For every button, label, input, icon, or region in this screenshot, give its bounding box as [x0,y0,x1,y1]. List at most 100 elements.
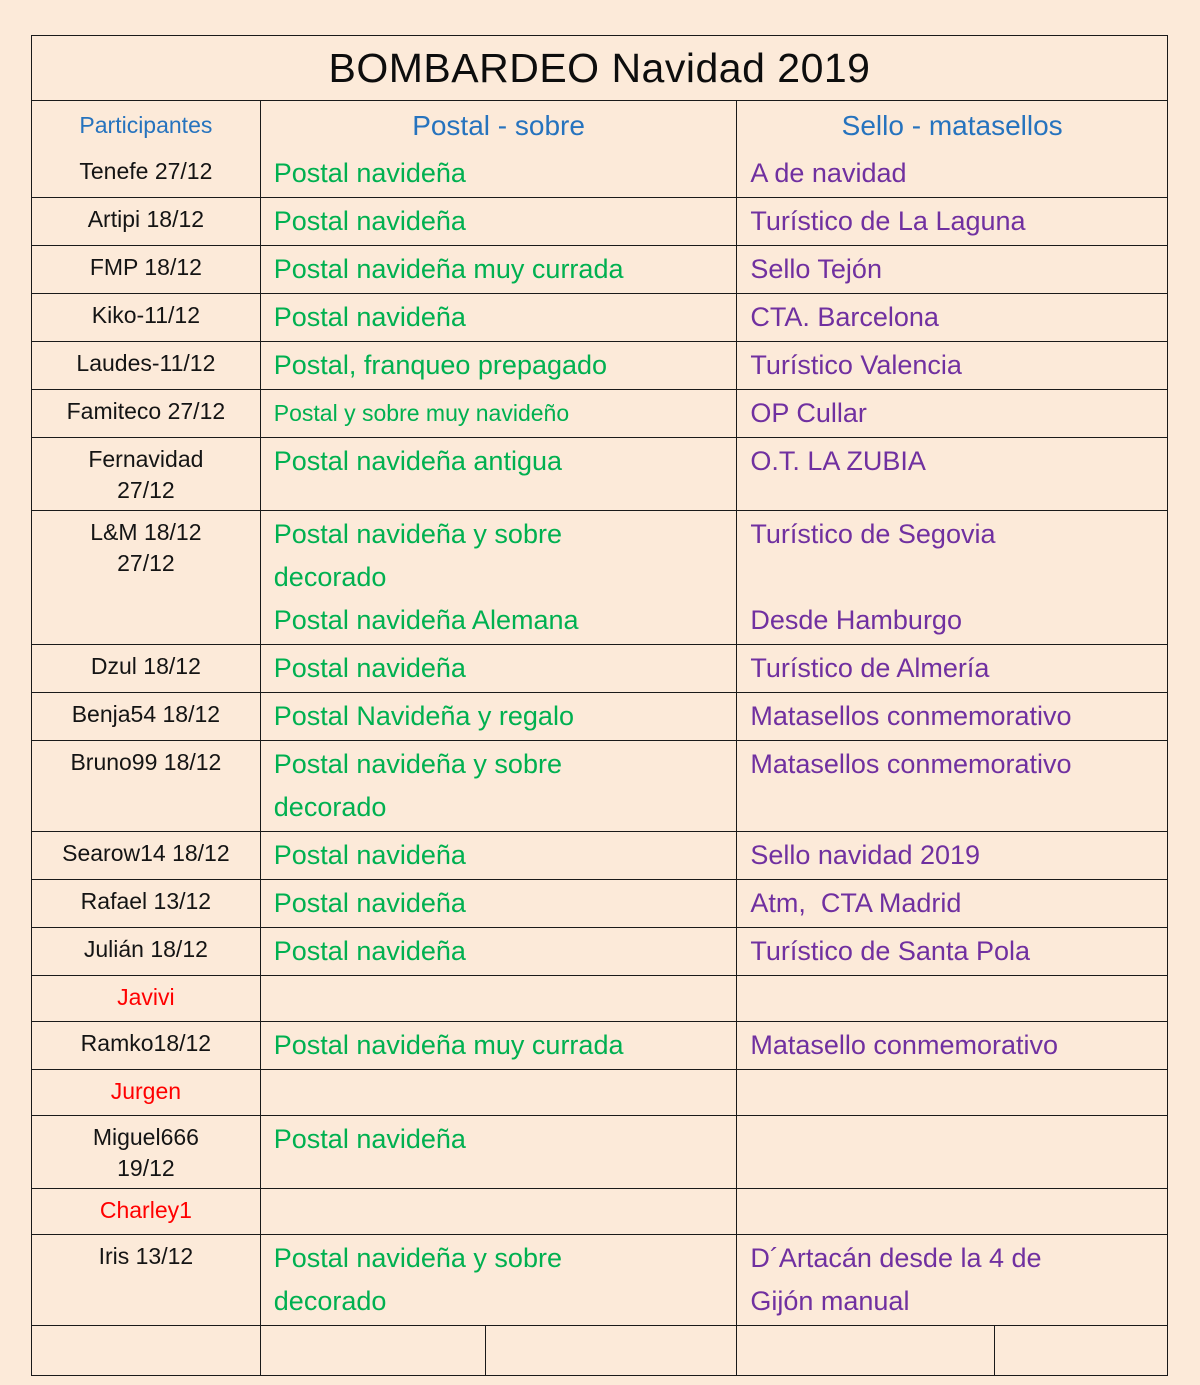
sello-cell: Turístico Valencia [736,342,1167,389]
participant-name-line: Tenefe 27/12 [36,156,256,187]
participant-name-line: 27/12 [36,548,256,579]
table-row: Searow14 18/12 Postal navideña Sello nav… [32,831,1167,879]
postal-text-line: Postal Navideña y regalo [274,695,672,738]
table-row: Dzul 18/12 Postal navideña Turístico de … [32,644,1167,692]
participant-cell: Famiteco 27/12 [32,390,260,437]
postal-cell: Postal y sobre muy navideño [260,390,737,437]
sello-cell: Turístico de Almería [736,645,1167,692]
sello-text-line: Sello navidad 2019 [750,834,1102,877]
sello-text-line: CTA. Barcelona [750,296,1102,339]
sello-text-line: Turístico Valencia [750,344,1102,387]
participant-cell: Javivi [32,976,260,1021]
sello-text-line: Matasellos conmemorativo [750,695,1102,738]
participant-name-line: Ramko18/12 [36,1028,256,1059]
postal-text-line: Postal navideña [274,152,672,195]
postal-text-line: Postal navideña antigua [274,440,672,483]
sello-cell: Matasellos conmemorativo [736,741,1167,831]
participant-name-line: Fernavidad [36,444,256,475]
sello-cell [736,1116,1167,1188]
participant-name-line: Javivi [36,982,256,1013]
participant-cell: Searow14 18/12 [32,832,260,879]
sello-text-line: O.T. LA ZUBIA [750,440,1102,483]
table-row: Miguel66619/12 Postal navideña [32,1115,1167,1188]
participant-cell: Iris 13/12 [32,1235,260,1325]
participant-name-line: 19/12 [36,1153,256,1184]
postal-text-line: Postal navideña [274,200,672,243]
postal-text-line: Postal navideña [274,882,672,925]
table-row: Ramko18/12 Postal navideña muy currada M… [32,1021,1167,1069]
sello-cell: Turístico de La Laguna [736,198,1167,245]
table-row: Charley1 [32,1188,1167,1234]
participant-name-line: Benja54 18/12 [36,699,256,730]
table-row: Kiko-11/12 Postal navideña CTA. Barcelon… [32,293,1167,341]
postal-text-line: Postal navideña [274,930,672,973]
sello-text-line: A de navidad [750,152,1102,195]
sello-text-line: OP Cullar [750,392,1102,435]
sello-text-line: Turístico de Segovia [750,513,1102,556]
footer-cell [736,1326,994,1375]
postal-cell: Postal navideña [260,294,737,341]
sello-text-line: Turístico de Santa Pola [750,930,1102,973]
sello-cell: CTA. Barcelona [736,294,1167,341]
participant-cell: Bruno99 18/12 [32,741,260,831]
participant-cell: FMP 18/12 [32,246,260,293]
column-header-postal: Postal - sobre [260,101,737,150]
postal-cell: Postal Navideña y regalo [260,693,737,740]
sello-cell: Matasellos conmemorativo [736,693,1167,740]
postal-cell: Postal navideña [260,928,737,975]
participant-name-line: Iris 13/12 [36,1241,256,1272]
postal-cell: Postal navideña [260,150,737,197]
participant-name-line: Artipi 18/12 [36,204,256,235]
sello-cell: A de navidad [736,150,1167,197]
participant-name-line: FMP 18/12 [36,252,256,283]
participant-name-line: L&M 18/12 [36,517,256,548]
participant-name-line: Searow14 18/12 [36,838,256,869]
sello-cell: Turístico de Santa Pola [736,928,1167,975]
table-row: FMP 18/12 Postal navideña muy currada Se… [32,245,1167,293]
participant-name-line: Kiko-11/12 [36,300,256,331]
footer-cell [994,1326,1167,1375]
postal-text-line: Postal navideña muy currada [274,248,672,291]
sello-text-line: Desde Hamburgo [750,599,1102,642]
postal-text-line: Postal navideña y sobre decorado [274,743,672,829]
participant-cell: Julián 18/12 [32,928,260,975]
participant-cell: Ramko18/12 [32,1022,260,1069]
postal-cell: Postal navideña antigua [260,438,737,510]
footer-cell [260,1326,485,1375]
table-row: Julián 18/12 Postal navideña Turístico d… [32,927,1167,975]
column-header-sello: Sello - matasellos [736,101,1167,150]
sello-cell: Atm, CTA Madrid [736,880,1167,927]
sello-cell: Matasello conmemorativo [736,1022,1167,1069]
sello-cell: D´Artacán desde la 4 de Gijón manual [736,1235,1167,1325]
sello-cell: Turístico de Segovia Desde Hamburgo [736,511,1167,644]
postal-cell: Postal, franqueo prepagado [260,342,737,389]
sello-cell: OP Cullar [736,390,1167,437]
participant-name-line: Julián 18/12 [36,934,256,965]
participant-cell: L&M 18/1227/12 [32,511,260,644]
postal-text-line: Postal navideña [274,834,672,877]
postal-cell: Postal navideña [260,645,737,692]
footer-cell [485,1326,737,1375]
postal-text-line: Postal navideña y sobre decorado [274,513,672,599]
sello-text-line: Turístico de La Laguna [750,200,1102,243]
postal-cell: Postal navideña [260,198,737,245]
postal-text-line: Postal y sobre muy navideño [274,392,672,435]
participant-name-line: Bruno99 18/12 [36,747,256,778]
participant-cell: Charley1 [32,1189,260,1234]
participant-cell: Benja54 18/12 [32,693,260,740]
postal-text-line: Postal navideña [274,647,672,690]
sello-text-line: Sello Tejón [750,248,1102,291]
postal-cell: Postal navideña y sobre decoradoPostal n… [260,511,737,644]
column-header-participants: Participantes [32,101,260,150]
table-row: Iris 13/12 Postal navideña y sobre decor… [32,1234,1167,1325]
sello-text-line: Matasello conmemorativo [750,1024,1102,1067]
table-row: Rafael 13/12 Postal navideña Atm, CTA Ma… [32,879,1167,927]
postal-cell: Postal navideña muy currada [260,1022,737,1069]
sello-text-line: Atm, CTA Madrid [750,882,1102,925]
sello-cell: O.T. LA ZUBIA [736,438,1167,510]
participant-name-line: 27/12 [36,475,256,506]
table-rows: Tenefe 27/12 Postal navideña A de navida… [32,150,1167,1325]
postal-cell [260,976,737,1021]
participant-cell: Rafael 13/12 [32,880,260,927]
page-title: BOMBARDEO Navidad 2019 [329,45,871,92]
